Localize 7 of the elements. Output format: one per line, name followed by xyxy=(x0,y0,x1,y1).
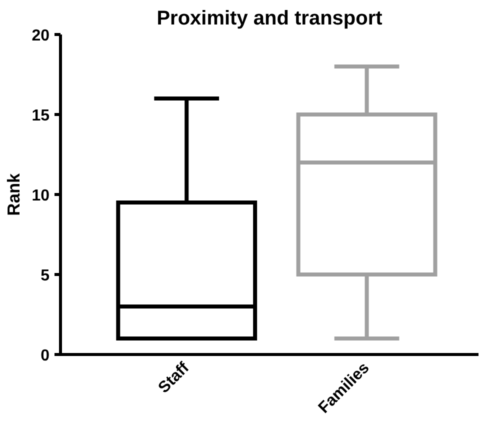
y-axis-title: Rank xyxy=(4,172,24,216)
chart-title: Proximity and transport xyxy=(156,8,383,30)
y-tick-label: 20 xyxy=(32,28,50,44)
y-tick-label: 15 xyxy=(32,108,50,124)
y-tick-label: 5 xyxy=(40,268,50,284)
y-tick-label: 10 xyxy=(32,188,50,204)
y-tick-label: 0 xyxy=(40,348,50,364)
